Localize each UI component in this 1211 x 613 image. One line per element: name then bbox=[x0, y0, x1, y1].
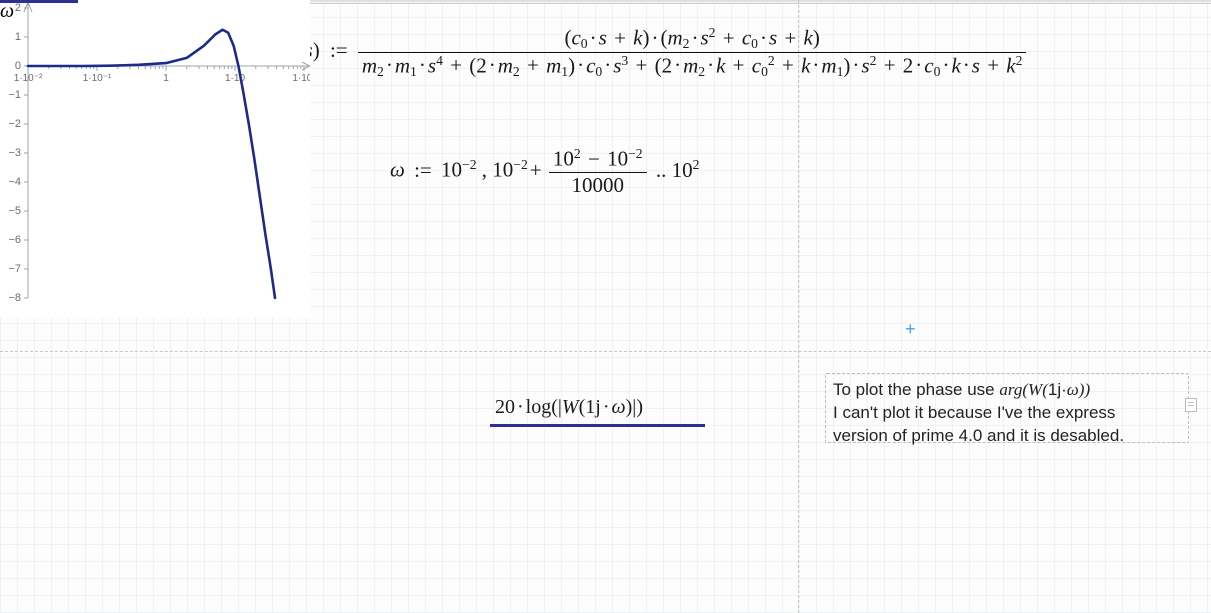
svg-text:−2: −2 bbox=[8, 118, 21, 130]
svg-text:−4: −4 bbox=[8, 176, 21, 188]
page-margin-horizontal bbox=[0, 351, 1211, 352]
svg-text:−5: −5 bbox=[8, 205, 21, 217]
x-axis-label-underline bbox=[0, 0, 78, 3]
svg-text:1·10⁻²: 1·10⁻² bbox=[14, 73, 43, 84]
svg-text:1·10²: 1·10² bbox=[292, 73, 310, 84]
omega-frac-den: 10000 bbox=[571, 173, 624, 197]
svg-text:−6: −6 bbox=[8, 234, 21, 246]
assign-op: := bbox=[325, 38, 353, 62]
x-axis-label: ω bbox=[0, 0, 14, 23]
plot-svg: −8−7−6−5−4−3−2−10121·10⁻²1·10⁻¹11·101·10… bbox=[0, 0, 310, 318]
svg-text:1: 1 bbox=[15, 31, 21, 43]
svg-text:1·10⁻¹: 1·10⁻¹ bbox=[83, 73, 112, 84]
svg-text:1: 1 bbox=[163, 73, 169, 84]
y-trace-expression[interactable]: 20·log(|W(1j·ω)|) bbox=[495, 396, 643, 419]
svg-text:0: 0 bbox=[15, 60, 21, 72]
svg-text:−7: −7 bbox=[8, 263, 21, 275]
svg-text:−8: −8 bbox=[8, 292, 21, 304]
insertion-cross-icon: + bbox=[905, 319, 916, 340]
y-trace-underline bbox=[490, 424, 705, 427]
equation-W-expression[interactable]: W(s) := (c0·s + k)·(m2·s2 + c0·s + k) m2… bbox=[280, 25, 1026, 80]
region-resize-handle-icon[interactable] bbox=[1185, 398, 1197, 412]
bode-magnitude-plot[interactable]: −8−7−6−5−4−3−2−10121·10⁻²1·10⁻¹11·101·10… bbox=[0, 0, 310, 318]
svg-text:−1: −1 bbox=[8, 89, 21, 101]
equation-omega-range[interactable]: ω := 10−2 , 10−2+ 102 − 10−2 10000 .. 10… bbox=[390, 146, 699, 198]
page-margin-vertical bbox=[798, 0, 799, 613]
text-note[interactable]: To plot the phase use arg(W(1j·ω))I can'… bbox=[833, 379, 1185, 448]
svg-text:−3: −3 bbox=[8, 147, 21, 159]
assign-op: := bbox=[410, 158, 436, 182]
svg-text:2: 2 bbox=[15, 2, 21, 14]
worksheet-canvas[interactable]: Transfer function: W(s) = X1(s) Y(s) W(s… bbox=[0, 0, 1211, 613]
